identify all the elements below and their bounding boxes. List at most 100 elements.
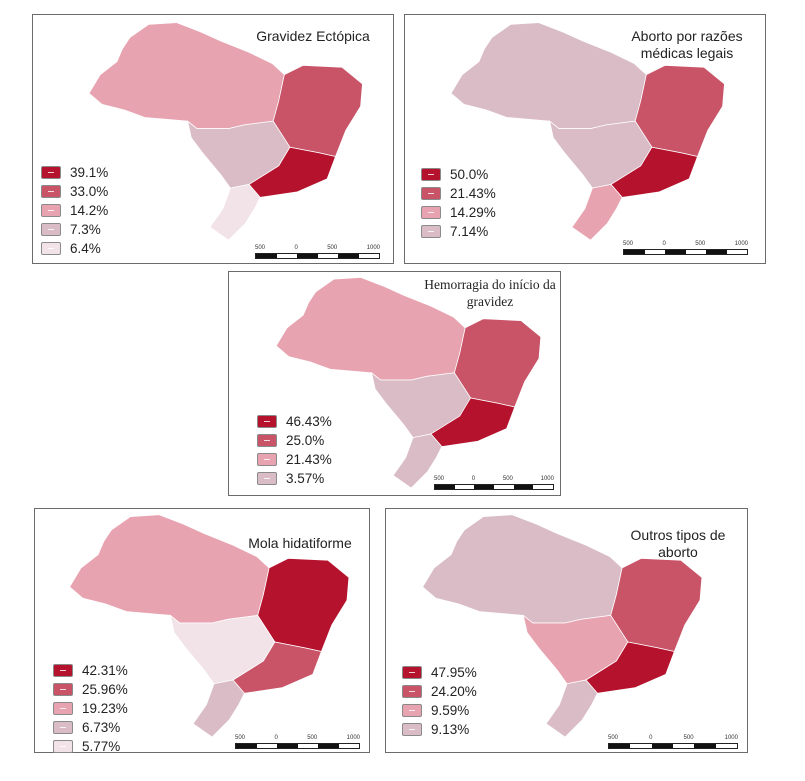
map-title: Aborto por razões médicas legais — [631, 28, 743, 61]
map-title: Gravidez Ectópica — [256, 28, 370, 44]
region-northeast — [257, 558, 350, 652]
map-panel-hemorragia: Hemorragia do início da gravidez 46.43% … — [228, 271, 561, 496]
legend-item: 39.1% — [41, 163, 108, 182]
region-southeast — [585, 641, 675, 694]
legend-swatch — [53, 664, 73, 677]
map-panel-gravidez-ectopica: Gravidez Ectópica 39.1% 33.0% 14.2% 7.3%… — [32, 14, 394, 264]
legend-label: 25.96% — [82, 682, 128, 697]
scale-bar: 500 0 500 1000 — [255, 245, 380, 259]
legend-item: 24.20% — [402, 682, 477, 701]
legend-swatch — [53, 740, 73, 753]
legend-swatch — [257, 453, 277, 466]
map-panel-outros-aborto: Outros tipos de aborto 47.95% 24.20% 9.5… — [385, 508, 748, 753]
legend-label: 7.3% — [70, 222, 101, 237]
legend-item: 3.57% — [257, 469, 332, 488]
scale-bar: 500 0 500 1000 — [235, 735, 360, 749]
scale-tick: 500 — [307, 735, 318, 741]
scale-tick: 500 — [502, 476, 513, 482]
map-legend: 47.95% 24.20% 9.59% 9.13% — [402, 663, 477, 739]
brazil-map — [422, 514, 703, 738]
legend-item: 46.43% — [257, 412, 332, 431]
scale-tick: 0 — [274, 735, 278, 741]
legend-item: 21.43% — [421, 184, 496, 203]
scale-bar: 500 0 500 1000 — [434, 476, 554, 490]
legend-swatch — [41, 166, 61, 179]
legend-label: 21.43% — [286, 452, 332, 467]
map-legend: 50.0% 21.43% 14.29% 7.14% — [421, 165, 496, 241]
legend-item: 21.43% — [257, 450, 332, 469]
legend-swatch — [257, 415, 277, 428]
brazil-map — [88, 22, 363, 241]
legend-label: 42.31% — [82, 663, 128, 678]
legend-label: 25.0% — [286, 433, 325, 448]
legend-item: 6.4% — [41, 239, 108, 258]
legend-item: 19.23% — [53, 699, 128, 718]
legend-label: 19.23% — [82, 701, 128, 716]
legend-swatch — [421, 206, 441, 219]
legend-item: 14.2% — [41, 201, 108, 220]
scale-tick: 500 — [255, 245, 266, 251]
map-panel-aborto-razoes-medicas: Aborto por razões médicas legais 50.0% 2… — [404, 14, 766, 264]
legend-item: 42.31% — [53, 661, 128, 680]
scale-bar: 500 0 500 1000 — [608, 735, 738, 749]
legend-swatch — [402, 723, 422, 736]
legend-item: 25.96% — [53, 680, 128, 699]
legend-label: 47.95% — [431, 665, 477, 680]
legend-swatch — [402, 685, 422, 698]
legend-item: 9.13% — [402, 720, 477, 739]
scale-tick: 0 — [649, 735, 653, 741]
legend-label: 24.20% — [431, 684, 477, 699]
legend-swatch — [421, 168, 441, 181]
legend-label: 3.57% — [286, 471, 325, 486]
map-legend: 42.31% 25.96% 19.23% 6.73% 5.77% — [53, 661, 128, 756]
legend-item: 47.95% — [402, 663, 477, 682]
brazil-map — [69, 514, 350, 738]
legend-item: 5.77% — [53, 737, 128, 756]
brazil-map — [450, 22, 725, 241]
scale-tick: 0 — [471, 476, 476, 482]
map-panel-mola-hidatiforme: Mola hidatiforme 42.31% 25.96% 19.23% 6.… — [34, 508, 370, 756]
region-northeast — [272, 64, 363, 157]
scale-tick: 1000 — [366, 245, 380, 251]
scale-tick: 1000 — [734, 241, 748, 247]
legend-item: 7.14% — [421, 222, 496, 241]
brazil-map — [275, 277, 542, 489]
legend-swatch — [53, 702, 73, 715]
region-north — [69, 514, 270, 624]
map-title: Mola hidatiforme — [248, 535, 352, 551]
legend-label: 5.77% — [82, 739, 121, 754]
map-title: Outros tipos de aborto — [630, 527, 726, 560]
legend-label: 50.0% — [450, 167, 489, 182]
scale-tick: 500 — [683, 735, 694, 741]
scale-tick: 500 — [235, 735, 246, 741]
legend-swatch — [421, 225, 441, 238]
scale-tick: 0 — [662, 241, 666, 247]
map-legend: 39.1% 33.0% 14.2% 7.3% 6.4% — [41, 163, 108, 258]
legend-item: 9.59% — [402, 701, 477, 720]
legend-swatch — [41, 204, 61, 217]
legend-swatch — [257, 472, 277, 485]
region-south — [545, 679, 598, 738]
legend-swatch — [41, 185, 61, 198]
legend-label: 21.43% — [450, 186, 496, 201]
scale-tick: 500 — [327, 245, 338, 251]
legend-swatch — [53, 721, 73, 734]
region-northeast — [610, 558, 703, 652]
region-southeast — [430, 397, 516, 447]
legend-item: 25.0% — [257, 431, 332, 450]
scale-tick: 500 — [434, 476, 445, 482]
legend-label: 9.13% — [431, 722, 470, 737]
region-south — [571, 183, 623, 241]
scale-bar: 500 0 500 1000 — [623, 241, 748, 255]
legend-item: 14.29% — [421, 203, 496, 222]
legend-label: 7.14% — [450, 224, 489, 239]
scale-tick: 500 — [695, 241, 706, 247]
legend-swatch — [41, 242, 61, 255]
legend-label: 14.29% — [450, 205, 496, 220]
legend-item: 7.3% — [41, 220, 108, 239]
legend-label: 46.43% — [286, 414, 332, 429]
region-south — [192, 679, 245, 738]
legend-swatch — [402, 704, 422, 717]
legend-item: 50.0% — [421, 165, 496, 184]
legend-label: 6.4% — [70, 241, 101, 256]
